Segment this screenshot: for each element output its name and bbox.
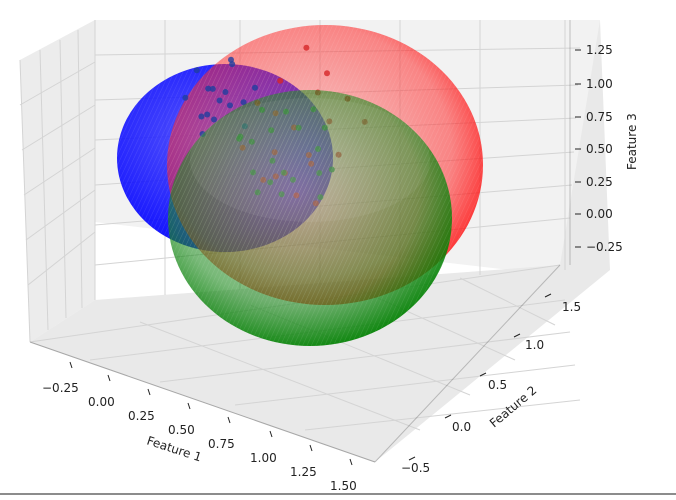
- x-axis-label: Feature 1: [145, 434, 203, 465]
- data-point: [205, 85, 212, 92]
- x-tick-label: 1.25: [290, 465, 317, 479]
- data-point: [209, 85, 216, 92]
- x-tick-label: 0.75: [208, 437, 235, 451]
- z-tick-label: 1.00: [586, 77, 613, 91]
- z-tick-label: 1.25: [586, 43, 613, 57]
- x-tick-label: 0.00: [88, 395, 115, 409]
- data-point: [240, 99, 247, 106]
- left-wall-grid: [19, 29, 96, 343]
- z-axis: 1.25 1.00 0.75 0.50 0.25 0.00 −0.25 Feat…: [575, 43, 639, 254]
- x-tick-label: 1.00: [250, 451, 277, 465]
- x-tick-label: −0.25: [42, 381, 79, 395]
- data-point: [216, 97, 223, 104]
- z-axis-label: Feature 3: [625, 113, 639, 170]
- y-tick-label: 0.5: [488, 378, 507, 392]
- data-point: [227, 102, 233, 109]
- sphere-green: [168, 90, 452, 346]
- data-point: [277, 77, 284, 84]
- y-tick-label: 1.5: [562, 300, 581, 314]
- data-point: [324, 70, 330, 77]
- data-point: [198, 113, 205, 120]
- data-point: [222, 89, 229, 95]
- z-tick-label: 0.00: [586, 207, 613, 221]
- x-tick-label: 0.50: [168, 423, 195, 437]
- y-tick-label: −0.5: [401, 461, 430, 475]
- data-point: [252, 84, 258, 91]
- x-tick-label: 1.50: [330, 479, 357, 493]
- bottom-divider: [0, 493, 676, 495]
- data-point: [303, 44, 310, 51]
- y-tick-label: 1.0: [525, 338, 544, 352]
- z-tick-label: 0.50: [586, 142, 613, 156]
- data-point: [193, 67, 200, 74]
- data-point: [229, 61, 236, 68]
- x-tick-label: 0.25: [128, 409, 155, 423]
- data-point: [211, 116, 217, 123]
- data-point: [182, 94, 189, 101]
- z-tick-label: −0.25: [586, 240, 623, 254]
- axis-edges: [29, 20, 571, 463]
- z-tick-label: 0.75: [586, 110, 613, 124]
- data-point: [204, 111, 211, 118]
- z-tick-label: 0.25: [586, 175, 613, 189]
- y-tick-label: 0.0: [452, 420, 471, 434]
